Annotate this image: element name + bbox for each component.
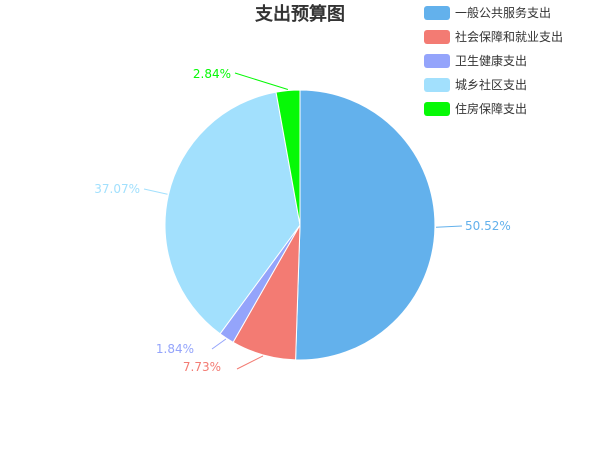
legend-swatch — [424, 6, 450, 20]
data-label-5: 2.84% — [193, 67, 231, 81]
data-label-4: 37.07% — [94, 182, 140, 196]
legend-swatch — [424, 30, 450, 44]
pie-slice-4[interactable] — [164, 91, 301, 335]
pie-slices — [164, 89, 436, 361]
legend-swatch — [424, 102, 450, 116]
legend-label: 卫生健康支出 — [455, 53, 527, 68]
pie-slice-1[interactable] — [295, 89, 436, 361]
legend-swatch — [424, 78, 450, 92]
legend-item-3[interactable]: 卫生健康支出 — [424, 53, 527, 68]
data-label-1: 50.52% — [465, 219, 511, 233]
pie-labels: 50.52% 7.73% 1.84% 37.07% 2.84% — [94, 67, 511, 374]
chart-title: 支出预算图 — [254, 3, 345, 25]
pie-slice-5[interactable] — [275, 89, 301, 226]
legend-swatch — [424, 54, 450, 68]
legend-label: 社会保障和就业支出 — [455, 29, 563, 44]
leader-line-1 — [435, 225, 463, 228]
data-label-2: 7.73% — [183, 360, 221, 374]
legend-label: 住房保障支出 — [455, 101, 527, 116]
leader-line-2 — [236, 355, 264, 370]
legend-item-1[interactable]: 一般公共服务支出 — [424, 5, 551, 20]
legend-item-4[interactable]: 城乡社区支出 — [424, 77, 527, 92]
legend-item-2[interactable]: 社会保障和就业支出 — [424, 29, 563, 44]
leader-line-4 — [143, 188, 168, 195]
legend-item-5[interactable]: 住房保障支出 — [424, 101, 527, 116]
legend-label: 一般公共服务支出 — [455, 5, 551, 20]
leader-line-3 — [211, 338, 227, 350]
data-label-3: 1.84% — [156, 342, 194, 356]
legend-label: 城乡社区支出 — [455, 77, 527, 92]
leader-line-5 — [234, 72, 289, 90]
